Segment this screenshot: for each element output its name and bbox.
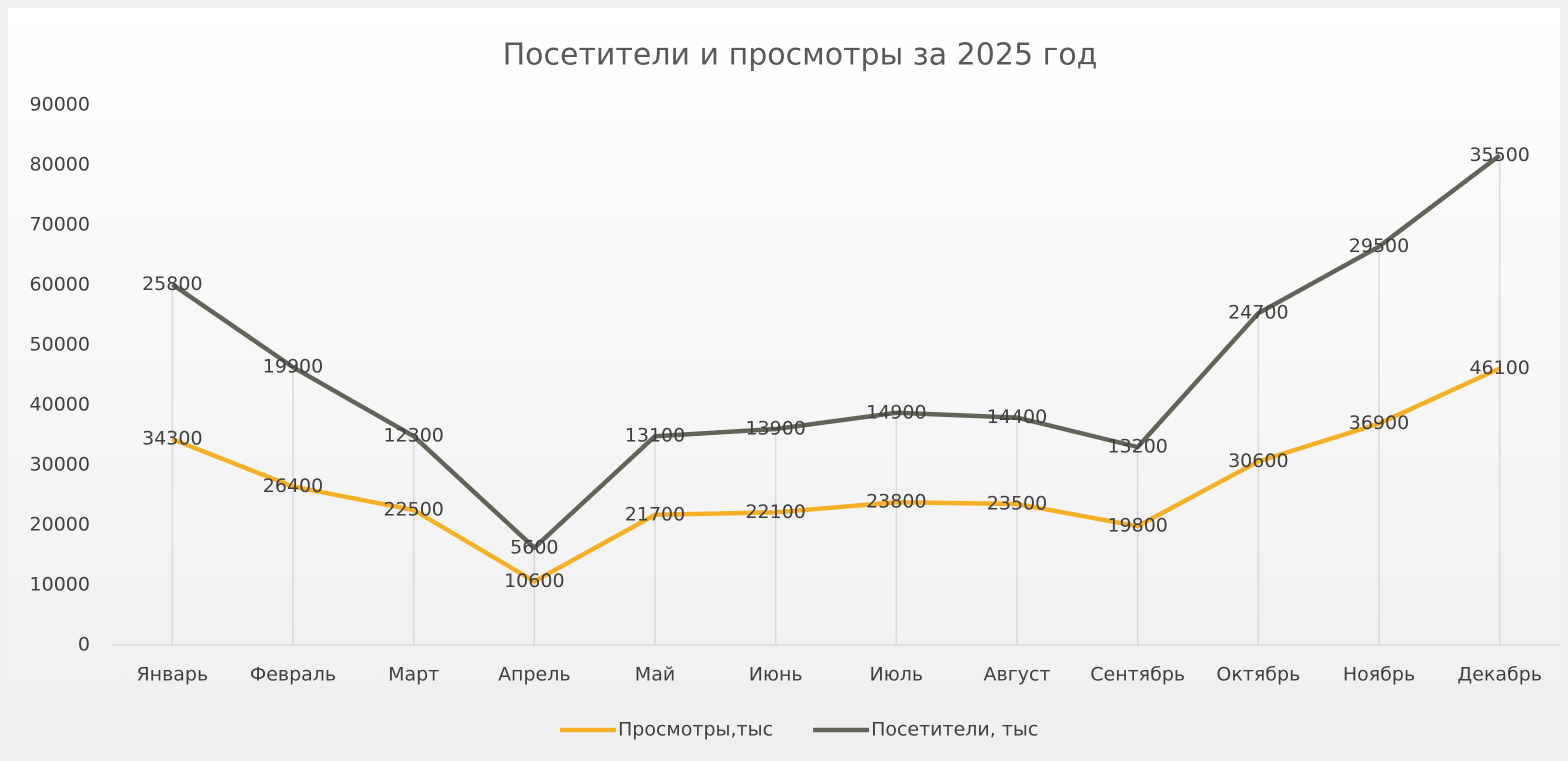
- data-label: 14400: [987, 406, 1047, 428]
- y-tick-label: 50000: [30, 334, 90, 356]
- data-label: 34300: [142, 428, 202, 450]
- y-tick-label: 10000: [30, 574, 90, 596]
- data-label: 36900: [1349, 412, 1409, 434]
- data-label: 14900: [866, 401, 926, 423]
- data-label: 25800: [142, 273, 202, 295]
- x-tick-label: Март: [388, 664, 439, 686]
- y-tick-label: 70000: [30, 214, 90, 236]
- data-label: 22500: [383, 499, 443, 521]
- data-label: 23800: [866, 491, 926, 513]
- x-tick-label: Декабрь: [1457, 664, 1542, 686]
- y-tick-label: 90000: [30, 94, 90, 116]
- data-label: 5600: [510, 536, 558, 558]
- data-label: 13900: [745, 418, 805, 440]
- y-tick-label: 60000: [30, 274, 90, 296]
- data-label: 10600: [504, 570, 564, 592]
- data-label: 21700: [625, 503, 685, 525]
- chart-background: [8, 8, 1560, 753]
- series-line: [171, 153, 1502, 551]
- y-tick-label: 40000: [30, 394, 90, 416]
- legend-label: Посетители, тыс: [871, 719, 1038, 741]
- data-label: 19900: [263, 356, 323, 378]
- data-label: 30600: [1228, 450, 1288, 472]
- series-line: [171, 366, 1501, 584]
- x-tick-label: Август: [984, 664, 1051, 686]
- x-tick-label: Сентябрь: [1090, 664, 1185, 686]
- data-label: 46100: [1469, 357, 1529, 379]
- x-tick-label: Июль: [870, 664, 924, 686]
- y-tick-label: 20000: [30, 514, 90, 536]
- data-label: 26400: [263, 475, 323, 497]
- x-tick-label: Январь: [136, 664, 208, 686]
- x-tick-label: Ноябрь: [1343, 664, 1415, 686]
- data-label: 29500: [1349, 235, 1409, 257]
- x-tick-label: Февраль: [250, 664, 336, 686]
- x-tick-label: Апрель: [498, 664, 571, 686]
- data-label: 23500: [987, 493, 1047, 515]
- data-label: 22100: [745, 501, 805, 523]
- data-label: 24700: [1228, 302, 1288, 324]
- legend-label: Просмотры,тыс: [618, 719, 773, 741]
- x-tick-label: Май: [635, 664, 675, 686]
- data-label: 12300: [383, 425, 443, 447]
- y-tick-label: 30000: [30, 454, 90, 476]
- chart-title: Посетители и просмотры за 2025 год: [503, 38, 1098, 73]
- y-tick-label: 80000: [30, 154, 90, 176]
- data-label: 13200: [1107, 436, 1167, 458]
- y-tick-label: 0: [78, 634, 90, 656]
- x-tick-label: Октябрь: [1216, 664, 1300, 686]
- data-label: 35500: [1469, 144, 1529, 166]
- x-tick-label: Июнь: [749, 664, 803, 686]
- data-label: 13100: [625, 425, 685, 447]
- data-label: 19800: [1107, 515, 1167, 537]
